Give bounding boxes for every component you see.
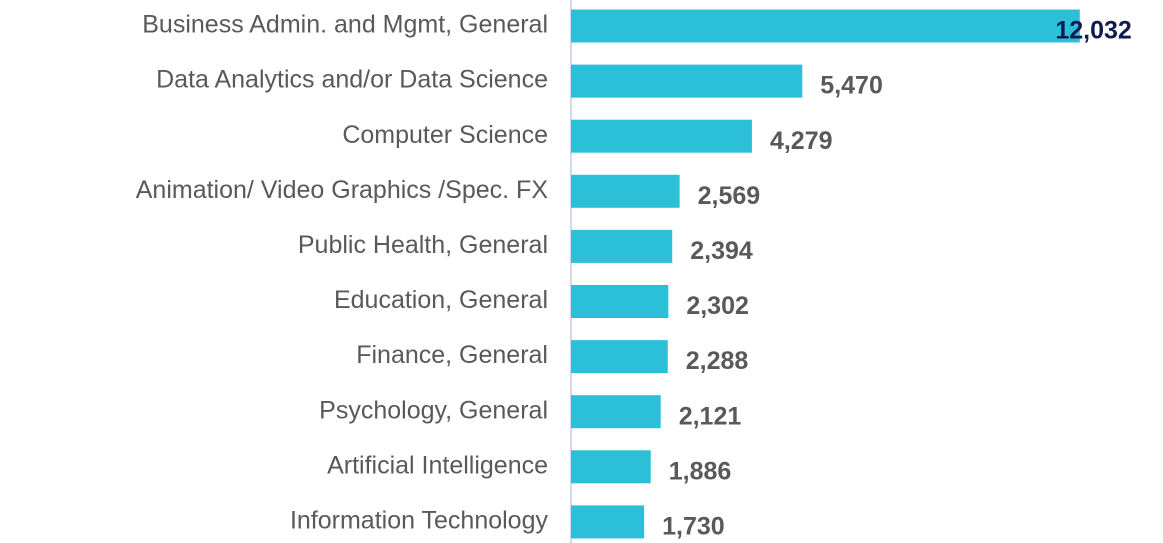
bar [571,9,1080,43]
value-label: 1,886 [669,457,732,485]
category-label: Data Analytics and/or Data Science [156,66,548,94]
value-label: 12,032 [1055,17,1131,45]
bar [571,64,803,98]
value-label: 2,569 [698,182,761,210]
bar [571,450,651,484]
category-label: Public Health, General [298,231,548,259]
category-label: Artificial Intelligence [327,451,548,479]
bar [571,340,668,374]
category-label: Business Admin. and Mgmt, General [142,11,548,39]
category-label: Animation/ Video Graphics /Spec. FX [136,176,549,204]
bar [571,229,673,263]
category-label: Education, General [334,286,548,314]
value-label: 4,279 [770,127,833,155]
value-label: 1,730 [662,513,725,541]
value-label: 2,121 [679,402,742,430]
value-label: 2,288 [686,347,749,375]
bar [571,395,661,429]
value-label: 2,302 [686,292,749,320]
category-label: Information Technology [290,507,549,535]
value-label: 5,470 [820,72,883,100]
bar [571,119,752,153]
bar [571,285,669,318]
category-label: Psychology, General [319,396,548,424]
category-label: Finance, General [356,341,548,369]
value-label: 2,394 [690,237,753,265]
bar [571,505,645,539]
category-label: Computer Science [342,121,548,149]
bar [571,174,680,208]
